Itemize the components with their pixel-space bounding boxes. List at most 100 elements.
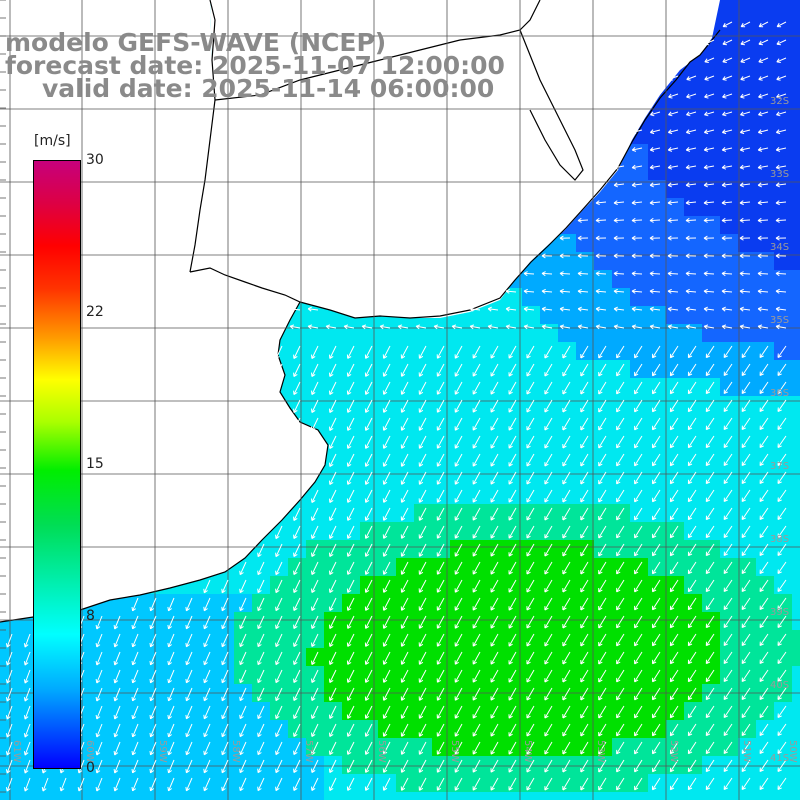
wind-speed-cell [666,792,685,804]
wind-speed-cell [792,72,800,91]
wind-arrow [562,453,571,467]
wind-speed-cell [684,540,703,559]
lat-label-40s: 40S [770,680,789,691]
wind-arrow [703,182,715,188]
wind-arrow [346,651,355,665]
wind-arrow [757,306,769,312]
wind-arrow [741,471,751,485]
wind-arrow [759,435,769,449]
wind-arrow [757,129,769,135]
wind-arrow [346,435,355,449]
wind-arrow [472,759,481,773]
wind-arrow [379,324,391,330]
wind-arrow [526,417,535,431]
wind-speed-cell [126,792,145,804]
wind-arrow [311,399,319,414]
wind-arrow [257,633,265,648]
wind-speed-cell [774,252,793,271]
wind-arrow [329,705,337,720]
colorbar-tick-0: 0 [86,760,95,776]
wind-arrow [544,453,553,467]
wind-arrow [669,777,679,791]
lon-label-55w: 55W [449,740,460,763]
wind-arrow [634,399,643,413]
wind-arrow [400,669,409,683]
wind-arrow [418,759,427,773]
wind-arrow [649,164,661,170]
wind-arrow [580,489,589,503]
wind-arrow [616,543,625,557]
wind-arrow [400,345,409,359]
wind-arrow [472,633,481,647]
wind-speed-cell [90,738,109,757]
wind-arrow [649,200,661,206]
wind-arrow [454,399,463,413]
wind-arrow [741,597,751,611]
wind-arrow [703,129,715,135]
wind-arrow [167,687,175,702]
wind-arrow [257,723,265,738]
wind-arrow [257,669,265,684]
wind-arrow [400,453,409,467]
wind-arrow [490,561,499,575]
wind-arrow [775,182,787,188]
wind-arrow [329,759,337,774]
lon-label-50w: 50W [787,740,798,763]
wind-arrow [436,759,445,773]
wind-speed-cell [684,414,703,433]
wind-arrow [293,417,301,432]
wind-speed-cell [756,36,775,55]
wind-arrow [490,705,499,719]
lat-label-34s: 34S [770,242,789,253]
wind-arrow [95,741,103,756]
wind-arrow [508,345,517,359]
wind-arrow [777,363,787,376]
wind-arrow [490,381,499,395]
wind-speed-cell [702,774,721,793]
wind-speed-cell [738,36,757,55]
wind-arrow [149,741,157,756]
wind-arrow [454,723,463,737]
wind-arrow [722,75,733,81]
wind-arrow [544,777,553,791]
wind-speed-cell [684,774,703,793]
wind-speed-cell [738,630,757,649]
wind-speed-cell [702,756,721,775]
wind-speed-cell [378,792,397,804]
wind-speed-cell [756,54,775,73]
wind-speed-cell [702,702,721,721]
wind-speed-cell [666,648,685,667]
wind-speed-cell [720,756,739,775]
wind-arrow [113,615,121,630]
wind-arrow [759,597,769,611]
wind-speed-cell [738,432,757,451]
wind-speed-cell [720,702,739,721]
wind-speed-cell [702,378,721,397]
wind-arrow [652,579,661,593]
lon-label-56w: 56W [376,740,387,763]
wind-speed-cell [774,702,793,721]
wind-arrow [631,129,643,135]
wind-arrow [634,381,643,395]
wind-speed-cell [666,774,685,793]
wind-speed-cell [792,414,800,433]
wind-arrow [685,288,697,294]
wind-speed-cell [774,0,793,19]
wind-arrow [454,363,463,377]
wind-arrow [364,399,373,413]
wind-speed-cell [702,126,721,145]
wind-arrow [113,651,121,666]
wind-speed-cell [684,72,703,91]
wind-speed-cell [684,396,703,415]
wind-arrow [508,561,517,575]
wind-arrow [167,777,175,792]
wind-speed-cell [720,468,739,487]
wind-arrow [652,543,661,557]
wind-speed-cell [702,792,721,804]
wind-arrow [687,651,697,665]
wind-arrow [667,324,679,330]
wind-arrow [759,777,769,791]
wind-arrow [759,633,769,647]
wind-arrow [775,271,787,277]
wind-arrow [167,633,175,648]
